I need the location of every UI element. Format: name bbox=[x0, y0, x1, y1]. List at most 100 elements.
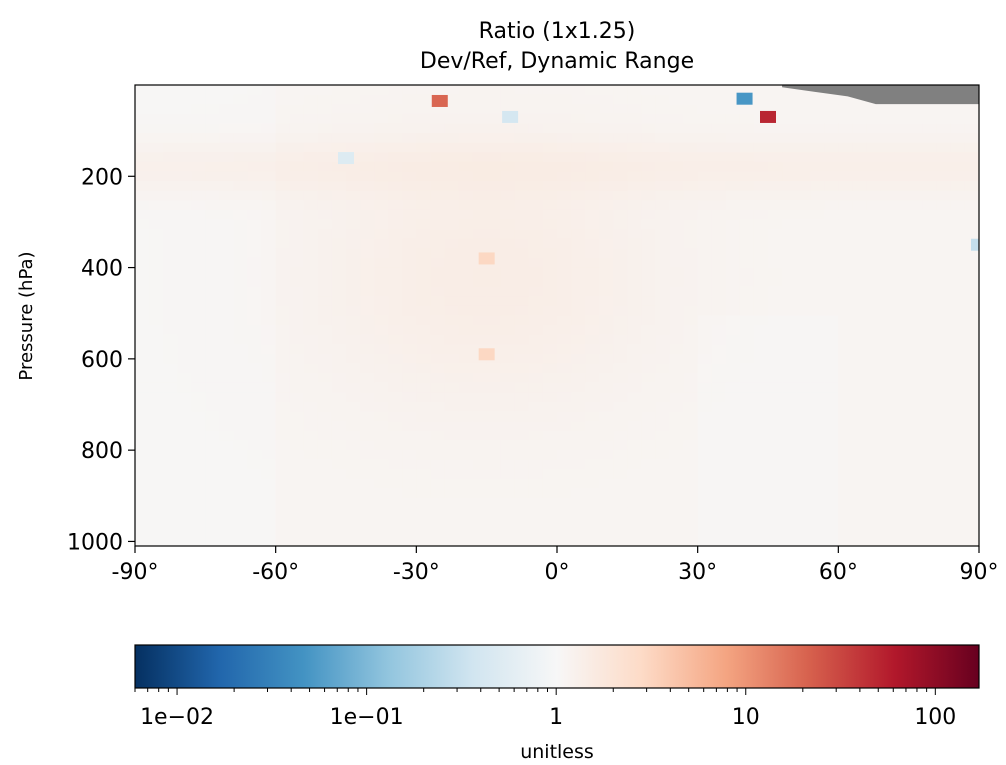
heatmap-cell bbox=[739, 497, 755, 509]
heatmap-cell bbox=[571, 449, 586, 461]
heatmap-cell bbox=[711, 200, 727, 211]
heatmap-cell bbox=[486, 229, 502, 240]
heatmap-cell bbox=[402, 257, 417, 269]
heatmap-cell bbox=[725, 497, 741, 509]
heatmap-cell bbox=[163, 315, 178, 326]
heatmap-cell bbox=[852, 161, 868, 173]
heatmap-cell bbox=[205, 353, 220, 365]
heatmap-cell bbox=[303, 190, 319, 201]
heatmap-cell bbox=[388, 161, 403, 173]
heatmap-cell bbox=[542, 104, 558, 115]
heatmap-cell bbox=[571, 209, 586, 221]
heatmap-feature bbox=[502, 110, 519, 123]
heatmap-cell bbox=[444, 440, 460, 451]
heatmap-cell bbox=[374, 430, 389, 441]
heatmap-cell bbox=[331, 526, 347, 537]
heatmap-cell bbox=[163, 392, 178, 403]
heatmap-cell bbox=[317, 85, 333, 96]
heatmap-cell bbox=[796, 334, 811, 345]
heatmap-cell bbox=[557, 257, 572, 269]
heatmap-cell bbox=[486, 373, 502, 384]
heatmap-cell bbox=[950, 411, 966, 422]
heatmap-cell bbox=[908, 171, 924, 182]
heatmap-cell bbox=[599, 229, 614, 240]
heatmap-cell bbox=[317, 430, 333, 441]
heatmap-cell bbox=[219, 507, 235, 518]
heatmap-cell bbox=[557, 421, 572, 432]
heatmap-cell bbox=[275, 200, 291, 211]
heatmap-cell bbox=[542, 94, 558, 105]
heatmap-cell bbox=[641, 229, 657, 240]
heatmap-cell bbox=[866, 305, 882, 317]
heatmap-cell bbox=[880, 315, 896, 326]
heatmap-cell bbox=[641, 267, 657, 278]
heatmap-cell bbox=[430, 507, 446, 518]
heatmap-cell bbox=[542, 113, 558, 125]
heatmap-cell bbox=[247, 373, 263, 384]
heatmap-cell bbox=[908, 411, 924, 422]
heatmap-cell bbox=[669, 373, 685, 384]
heatmap-cell bbox=[163, 94, 178, 105]
heatmap-cell bbox=[317, 526, 333, 537]
heatmap-cell bbox=[486, 382, 502, 393]
heatmap-cell bbox=[317, 190, 333, 201]
heatmap-cell bbox=[514, 325, 530, 336]
heatmap-cell bbox=[303, 517, 319, 528]
heatmap-cell bbox=[149, 257, 164, 269]
heatmap-cell bbox=[613, 392, 628, 403]
heatmap-cell bbox=[641, 373, 657, 384]
heatmap-cell bbox=[824, 334, 839, 345]
heatmap-cell bbox=[388, 257, 403, 269]
heatmap-cell bbox=[866, 315, 882, 326]
heatmap-cell bbox=[908, 200, 924, 211]
heatmap-cell bbox=[233, 430, 249, 441]
heatmap-cell bbox=[149, 94, 164, 105]
heatmap-cell bbox=[135, 488, 150, 499]
heatmap-cell bbox=[613, 190, 628, 201]
heatmap-cell bbox=[641, 334, 657, 345]
heatmap-cell bbox=[388, 85, 403, 96]
heatmap-cell bbox=[374, 449, 389, 461]
heatmap-cell bbox=[880, 449, 896, 461]
heatmap-cell bbox=[936, 401, 952, 413]
heatmap-cell bbox=[599, 190, 614, 201]
heatmap-cell bbox=[655, 277, 671, 288]
heatmap-cell bbox=[233, 315, 249, 326]
heatmap-cell bbox=[782, 344, 797, 355]
heatmap-cell bbox=[669, 267, 685, 278]
heatmap-cell bbox=[796, 113, 811, 125]
heatmap-cell bbox=[725, 94, 741, 105]
heatmap-cell bbox=[599, 392, 614, 403]
heatmap-cell bbox=[725, 286, 741, 297]
heatmap-cell bbox=[964, 459, 979, 470]
heatmap-cell bbox=[331, 344, 347, 355]
heatmap-cell bbox=[739, 344, 755, 355]
heatmap-cell bbox=[669, 123, 685, 134]
heatmap-cell bbox=[838, 401, 853, 413]
heatmap-cell bbox=[753, 325, 769, 336]
heatmap-cell bbox=[289, 526, 305, 537]
heatmap-cell bbox=[163, 305, 178, 317]
heatmap-cell bbox=[317, 94, 333, 105]
heatmap-cell bbox=[247, 257, 263, 269]
heatmap-cell bbox=[542, 142, 558, 153]
heatmap-cell bbox=[500, 392, 516, 403]
heatmap-cell bbox=[964, 181, 979, 192]
heatmap-cell bbox=[599, 469, 614, 480]
heatmap-cell bbox=[655, 507, 671, 518]
heatmap-cell bbox=[655, 200, 671, 211]
heatmap-cell bbox=[838, 392, 853, 403]
heatmap-cell bbox=[599, 488, 614, 499]
heatmap-cell bbox=[374, 219, 389, 230]
heatmap-cell bbox=[838, 142, 853, 153]
heatmap-cell bbox=[331, 181, 347, 192]
heatmap-cell bbox=[782, 430, 797, 441]
heatmap-cell bbox=[683, 277, 699, 288]
heatmap-cell bbox=[233, 190, 249, 201]
heatmap-cell bbox=[557, 219, 572, 230]
heatmap-cell bbox=[444, 142, 460, 153]
heatmap-cell bbox=[261, 411, 277, 422]
heatmap-cell bbox=[528, 219, 544, 230]
heatmap-cell bbox=[458, 85, 474, 96]
heatmap-cell bbox=[303, 363, 319, 374]
